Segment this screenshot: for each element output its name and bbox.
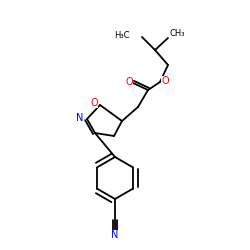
Text: N: N <box>111 230 119 240</box>
Text: N: N <box>76 113 84 123</box>
Text: O: O <box>161 76 169 86</box>
Text: O: O <box>125 77 133 87</box>
Text: CH₃: CH₃ <box>170 30 186 38</box>
Text: O: O <box>90 98 98 108</box>
Text: H₃C: H₃C <box>114 30 130 40</box>
